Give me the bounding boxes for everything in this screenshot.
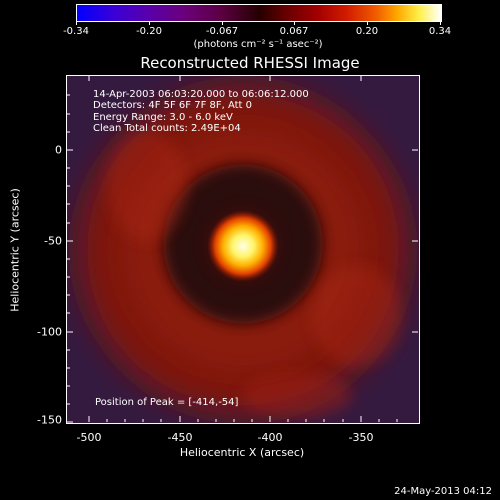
colorbar-tick-label: 0.34 [428,26,452,37]
colorbar-tick [440,21,441,25]
x-tick-label: -450 [167,431,193,444]
colorbar [76,4,442,22]
colorbar-tick-label: -0.34 [63,26,89,37]
peak-position-annotation: Position of Peak = [-414,-54] [95,397,239,408]
x-axis-label: Heliocentric X (arcsec) [179,446,305,459]
colorbar-units: (photons cm⁻² s⁻¹ asec⁻²) [193,39,323,50]
y-axis-label: Heliocentric Y (arcsec) [8,188,22,312]
y-tick-label: -50 [44,234,62,248]
colorbar-tick [367,21,368,25]
y-tick-label: -100 [37,325,62,339]
time-range-annotation: 14-Apr-2003 06:03:20.000 to 06:06:12.000 [93,89,309,100]
colorbar-tick [294,21,295,25]
colorbar-tick-label: 0.20 [355,26,379,37]
colorbar-tick-label: 0.067 [279,26,309,37]
colorbar-tick [149,21,150,25]
x-tick-label: -400 [257,431,283,444]
clean-counts-annotation: Clean Total counts: 2.49E+04 [93,123,241,134]
colorbar-tick-label: -0.067 [205,26,239,37]
detectors-annotation: Detectors: 4F 5F 6F 7F 8F, Att 0 [93,100,253,111]
x-tick-label: -350 [348,431,374,444]
image-panel [66,75,420,424]
colorbar-tick-label: -0.20 [136,26,162,37]
colorbar-tick [222,21,223,25]
energy-range-annotation: Energy Range: 3.0 - 6.0 keV [93,112,233,123]
x-tick-label: -500 [76,431,102,444]
timestamp: 24-May-2013 04:12 [394,486,492,497]
colorbar-tick [76,21,77,25]
y-tick-label: 0 [55,143,62,157]
plot-title: Reconstructed RHESSI Image [140,54,360,72]
rhessi-image [67,76,419,423]
y-tick-label: -150 [37,413,62,427]
